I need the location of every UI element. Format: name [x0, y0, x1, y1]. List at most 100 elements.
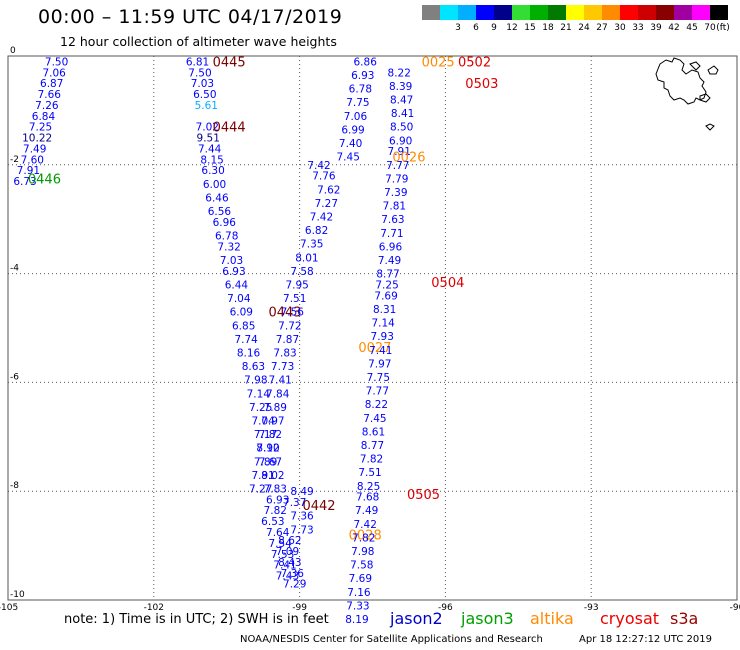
wave-height-label: 7.56: [281, 307, 305, 319]
scale-swatch: [566, 5, 584, 20]
wave-height-label: 7.81: [383, 201, 406, 213]
wave-height-label: 8.39: [389, 81, 412, 93]
scale-swatch: [530, 5, 548, 20]
wave-height-label: 7.27: [315, 198, 338, 210]
legend-cryosat: cryosat: [600, 609, 660, 628]
wave-height-label: 7.50: [45, 56, 68, 68]
pass-number-label: 0444: [213, 121, 246, 136]
wave-height-label: 8.16: [237, 347, 261, 359]
wave-height-label: 7.84: [266, 388, 290, 400]
wave-height-label: 8.02: [261, 470, 284, 482]
wave-height-label: 7.41: [369, 345, 392, 357]
wave-height-label: 7.91: [388, 146, 411, 158]
wave-height-label: 7.73: [290, 524, 313, 536]
scale-swatch: [602, 5, 620, 20]
pass-number-label: 0028: [349, 529, 382, 544]
wave-height-label: 7.49: [378, 255, 401, 267]
wave-height-label: 7.36: [290, 511, 314, 523]
wave-height-label: 8.77: [361, 440, 384, 452]
wave-height-label: 7.75: [346, 97, 369, 109]
pass-number-label: 0503: [465, 77, 498, 92]
wave-height-label: 7.92: [256, 443, 279, 455]
wave-height-label: 8.41: [391, 108, 414, 120]
wave-height-label: 7.51: [358, 467, 381, 479]
scale-swatch: [692, 5, 710, 20]
wave-height-label: 7.45: [363, 413, 386, 425]
wave-height-label: 7.98: [351, 546, 374, 558]
wave-height-label: 6.85: [232, 320, 255, 332]
wave-height-label: 7.50: [188, 67, 211, 79]
wave-height-label: 7.06: [344, 111, 368, 123]
wave-height-label: 7.26: [35, 100, 59, 112]
legend-jason2: jason2: [390, 609, 443, 628]
wave-height-label: 7.83: [264, 483, 287, 495]
generated-timestamp: Apr 18 12:27:12 UTC 2019: [579, 634, 712, 645]
wave-height-label: 8.49: [290, 486, 313, 498]
wave-height-label: 6.78: [349, 84, 372, 96]
wave-height-label: 7.04: [251, 415, 275, 427]
scale-unit: (ft): [716, 23, 730, 33]
y-tick-label: -8: [10, 481, 19, 491]
wave-height-label: 6.56: [208, 206, 232, 218]
wave-height-label: 7.54: [268, 538, 292, 550]
wave-height-label: 7.87: [276, 334, 299, 346]
wave-height-label: 6.99: [341, 124, 364, 136]
wave-height-label: 8.77: [376, 269, 399, 281]
scale-swatch: [512, 5, 530, 20]
wave-height-label: 10.22: [22, 133, 52, 145]
scale-swatch: [710, 5, 728, 20]
island-outline: [655, 57, 719, 131]
wave-height-label: 7.25: [29, 122, 52, 134]
scale-label: 39: [650, 23, 662, 33]
wave-height-label: 7.73: [271, 361, 294, 373]
wave-height-label: 8.22: [388, 67, 411, 79]
wave-height-label: 8.01: [295, 252, 318, 264]
wave-height-label: 7.93: [371, 331, 394, 343]
wave-height-label: 7.40: [339, 138, 362, 150]
scale-label: 27: [596, 23, 608, 33]
wave-height-label: 7.64: [266, 527, 290, 539]
wave-height-label: 8.10: [256, 443, 279, 455]
wave-height-label: 7.03: [191, 78, 214, 90]
pass-number-label: 0446: [28, 172, 61, 187]
wave-height-label: 8.25: [357, 481, 380, 493]
wave-height-label: 7.82: [259, 429, 282, 441]
wave-height-label: 7.32: [217, 241, 240, 253]
wave-height-label: 7.98: [244, 375, 267, 387]
scale-label: 21: [560, 23, 572, 33]
scale-label: 30: [614, 23, 626, 33]
wave-height-label: 7.60: [21, 154, 44, 166]
x-tick-label: -99: [292, 603, 307, 613]
wave-height-label: 7.03: [220, 255, 243, 267]
wave-height-label: 7.02: [196, 122, 219, 134]
wave-height-label: 7.72: [278, 320, 301, 332]
scale-swatch: [584, 5, 602, 20]
wave-height-label: 6.44: [225, 279, 249, 291]
wave-height-label: 7.14: [247, 388, 271, 400]
scale-swatch: [476, 5, 494, 20]
wave-height-label: 8.15: [200, 154, 223, 166]
scale-swatch: [674, 5, 692, 20]
wave-height-label: 8.43: [278, 557, 301, 569]
scale-label: 6: [473, 23, 479, 33]
scale-swatch: [440, 5, 458, 20]
wave-height-label: 7.37: [283, 497, 306, 509]
wave-height-label: 7.29: [283, 579, 306, 591]
x-tick-label: -102: [144, 603, 164, 613]
x-tick-label: -105: [0, 603, 18, 613]
scale-swatch: [548, 5, 566, 20]
wave-height-label: 7.49: [355, 505, 378, 517]
wave-height-label: 7.97: [261, 415, 284, 427]
scale-label: 3: [455, 23, 461, 33]
scale-label: 42: [668, 23, 680, 33]
wave-height-label: 7.41: [268, 375, 291, 387]
wave-height-label: 7.16: [347, 587, 371, 599]
wave-height-label: 7.91: [17, 165, 40, 177]
wave-height-label: 6.09: [230, 307, 253, 319]
wave-height-label: 7.89: [254, 456, 277, 468]
wave-height-label: 7.45: [337, 152, 360, 164]
scale-swatch: [422, 5, 440, 20]
wave-height-label: 6.96: [379, 241, 403, 253]
pass-number-label: 0502: [458, 55, 491, 70]
